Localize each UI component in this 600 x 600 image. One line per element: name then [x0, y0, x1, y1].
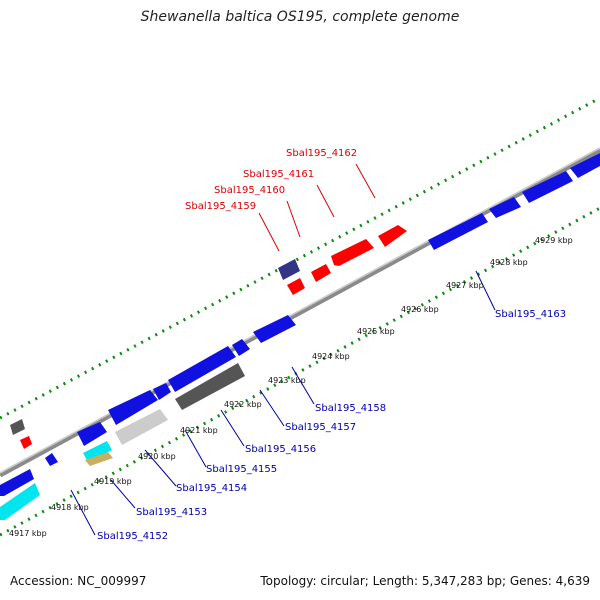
gene-label-sbal195-4154[interactable]: Sbal195_4154: [176, 483, 247, 494]
gene-forward-8[interactable]: [253, 315, 296, 343]
gene-forward-3[interactable]: [77, 422, 107, 446]
gene-label-sbal195-4152[interactable]: Sbal195_4152: [97, 531, 168, 542]
gene-label-sbal195-4162[interactable]: Sbal195_4162: [286, 148, 357, 159]
gene-label-sbal195-4157[interactable]: Sbal195_4157: [285, 422, 356, 433]
map-title: Shewanella baltica OS195, complete genom…: [140, 9, 460, 25]
backbone-highlight: [0, 147, 600, 474]
kbp-label: 4917 kbp: [9, 529, 47, 538]
leader-4154: [144, 449, 177, 487]
kbp-label: 4926 kbp: [401, 305, 439, 314]
gene-label-sbal195-4155[interactable]: Sbal195_4155: [206, 464, 277, 475]
gene-label-sbal195-4158[interactable]: Sbal195_4158: [315, 403, 386, 414]
kbp-label: 4921 kbp: [180, 426, 218, 435]
inner-tick-row: [0, 206, 600, 537]
leader-4161: [316, 184, 335, 218]
gene-forward-7[interactable]: [232, 339, 250, 356]
outer-tick-row: [0, 96, 600, 420]
gene-sbal195-4160[interactable]: [311, 264, 331, 282]
feature-cyan-1[interactable]: [0, 483, 40, 520]
feature-dark-gray[interactable]: [175, 363, 245, 410]
gene-forward-5[interactable]: [153, 383, 171, 400]
kbp-label: 4919 kbp: [94, 477, 132, 486]
leader-4163: [475, 270, 496, 311]
kbp-label: 4923 kbp: [268, 376, 306, 385]
leader-4158: [291, 366, 315, 405]
feature-light-gray[interactable]: [115, 409, 168, 445]
gene-forward-2[interactable]: [45, 453, 58, 466]
kbp-axis-labels: 4917 kbp 4918 kbp 4919 kbp 4920 kbp 4921…: [9, 236, 573, 538]
kbp-label: 4928 kbp: [490, 258, 528, 267]
gene-label-sbal195-4160[interactable]: Sbal195_4160: [214, 185, 285, 196]
accession-text: Accession: NC_009997: [10, 574, 147, 588]
gene-label-sbal195-4153[interactable]: Sbal195_4153: [136, 507, 207, 518]
kbp-label: 4927 kbp: [446, 281, 484, 290]
feature-red-small[interactable]: [20, 436, 32, 449]
leader-4162: [355, 163, 376, 199]
kbp-label: 4924 kbp: [312, 352, 350, 361]
gene-forward-11[interactable]: [522, 171, 573, 203]
gene-sbal195-4159[interactable]: [287, 278, 305, 295]
gene-label-sbal195-4161[interactable]: Sbal195_4161: [243, 169, 314, 180]
leader-4160: [286, 200, 301, 238]
feature-gray-1[interactable]: [10, 419, 25, 435]
gene-label-sbal195-4163[interactable]: Sbal195_4163: [495, 309, 566, 320]
leader-4156: [220, 409, 245, 447]
feature-cyan-2[interactable]: [83, 441, 112, 462]
leader-4153: [110, 479, 136, 509]
gene-forward-4[interactable]: [108, 390, 158, 425]
kbp-label: 4918 kbp: [51, 503, 89, 512]
leader-4157: [259, 389, 285, 427]
kbp-label: 4929 kbp: [535, 236, 573, 245]
gene-forward-10[interactable]: [489, 197, 521, 218]
kbp-label: 4922 kbp: [224, 400, 262, 409]
gene-sbal195-4162[interactable]: [378, 225, 407, 247]
gene-forward-12[interactable]: [570, 153, 600, 178]
feature-dark-blue[interactable]: [278, 259, 300, 280]
leader-4152: [70, 489, 96, 536]
gene-label-sbal195-4159[interactable]: Sbal195_4159: [185, 201, 256, 212]
kbp-label: 4920 kbp: [138, 452, 176, 461]
gene-sbal195-4163[interactable]: [428, 213, 488, 250]
feature-tan[interactable]: [85, 452, 113, 466]
leader-4159: [258, 212, 280, 252]
kbp-label: 4925 kbp: [357, 327, 395, 336]
gene-sbal195-4161[interactable]: [331, 239, 374, 266]
leader-4155: [184, 429, 207, 468]
genome-summary-text: Topology: circular; Length: 5,347,283 bp…: [260, 574, 590, 588]
gene-label-sbal195-4156[interactable]: Sbal195_4156: [245, 444, 316, 455]
gene-forward-6[interactable]: [168, 346, 236, 392]
gene-forward-1[interactable]: [0, 469, 34, 496]
